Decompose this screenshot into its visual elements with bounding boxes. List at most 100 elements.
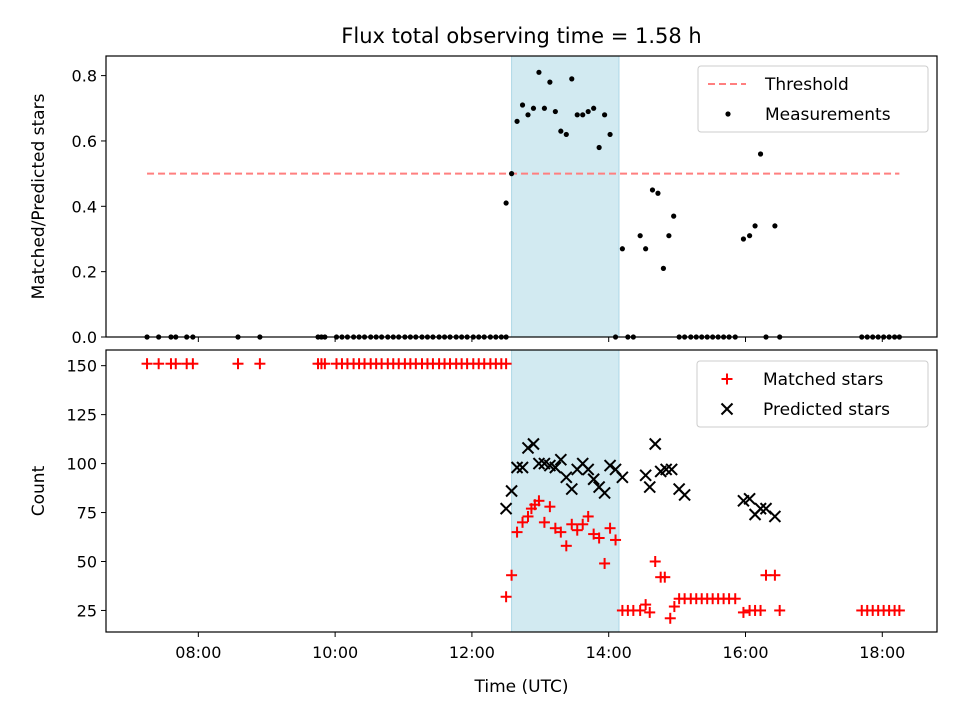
- matched-legend-label: Matched stars: [763, 370, 883, 390]
- predicted-legend-marker: [720, 402, 734, 416]
- predicted-star-point: [639, 469, 652, 482]
- x-tick-label: 16:00: [722, 643, 768, 662]
- predicted-star-point: [532, 457, 546, 470]
- measurement-point: [585, 108, 591, 115]
- measurements-legend-label: Measurements: [765, 105, 891, 125]
- x-tick-label: 08:00: [175, 643, 221, 662]
- matched-star-point: [522, 510, 534, 522]
- measurement-point: [574, 112, 580, 118]
- matched-star-point: [555, 526, 567, 538]
- predicted-star-point: [743, 492, 756, 506]
- x-tick-label: 12:00: [449, 643, 495, 662]
- matched-star-point: [566, 518, 578, 530]
- predicted-star-point: [510, 461, 524, 474]
- count-x-ticks: 08:00 10:00 12:00 14:00 16:00 18:00: [175, 632, 905, 662]
- y-tick-label: 0.2: [72, 263, 97, 282]
- count-legend: Matched stars Predicted stars: [696, 360, 929, 428]
- x-tick-label: 18:00: [859, 643, 905, 662]
- y-tick-label: 0.0: [72, 328, 97, 347]
- ratio-legend-box: [697, 65, 929, 133]
- matched-star-point: [604, 522, 616, 534]
- predicted-star-point: [603, 459, 617, 472]
- measurement-point: [541, 105, 548, 111]
- matched-star-point: [668, 601, 680, 613]
- measurement-point: [607, 131, 613, 138]
- ratio-legend: Threshold Measurements: [697, 65, 929, 133]
- matched-star-point: [232, 358, 244, 370]
- ratio-y-axis-label: Matched/Predicted stars: [29, 93, 49, 299]
- predicted-star-point: [678, 488, 691, 502]
- count-legend-box: [696, 360, 929, 428]
- predicted-star-point: [565, 482, 578, 496]
- matched-star-point: [571, 524, 583, 536]
- measurement-point: [525, 112, 531, 118]
- matched-star-point: [582, 510, 594, 522]
- measurement-point: [602, 112, 608, 118]
- observing-window: [511, 55, 620, 338]
- chart-title: Flux total observing time = 1.58 h: [341, 24, 701, 48]
- matched-star-point: [755, 604, 767, 616]
- matched-star-point: [577, 518, 589, 530]
- predicted-legend-label: Predicted stars: [763, 400, 890, 420]
- matched-star-point: [634, 604, 646, 616]
- predicted-star-point: [499, 502, 513, 515]
- matched-star-point: [893, 604, 905, 616]
- predicted-star-point: [560, 471, 573, 484]
- measurement-point: [563, 131, 569, 138]
- matched-star-point: [533, 495, 545, 507]
- matched-star-point: [319, 358, 331, 370]
- x-tick-label: 14:00: [586, 643, 632, 662]
- measurement-point: [536, 69, 542, 75]
- observing-window-span: [511, 55, 620, 338]
- measurement-point: [666, 233, 672, 239]
- ratio-axes-frame: [105, 55, 938, 338]
- matched-star-point: [500, 358, 512, 370]
- matched-star-point: [659, 571, 671, 583]
- measurement-point: [530, 105, 537, 111]
- measurement-point: [547, 79, 553, 85]
- count-axes-frame: [105, 349, 938, 633]
- predicted-star-point: [581, 463, 595, 476]
- measurement-point: [552, 108, 558, 115]
- count-series: [141, 358, 905, 624]
- matched-star-point: [506, 569, 518, 581]
- predicted-star-point: [587, 473, 600, 486]
- measurement-point: [596, 144, 602, 151]
- ratio-panel: 0.00.20.40.60.8 Matched/Predicted stars …: [29, 55, 938, 347]
- measurement-point: [655, 190, 661, 196]
- predicted-star-point: [521, 441, 535, 455]
- matched-star-point: [153, 358, 165, 370]
- observing-window-span: [511, 349, 620, 633]
- y-tick-label: 150: [66, 357, 97, 376]
- ratio-y-ticks: 0.0 0.2 0.4 0.6 0.8: [72, 67, 106, 347]
- measurement-point: [671, 213, 677, 219]
- measurement-point: [752, 223, 758, 229]
- matched-star-point: [538, 516, 550, 528]
- matched-star-point: [774, 604, 786, 616]
- measurement-point: [580, 112, 586, 118]
- matched-star-point: [544, 501, 556, 513]
- measurement-point: [637, 233, 643, 239]
- measurement-point: [591, 105, 597, 111]
- predicted-star-point: [616, 471, 629, 484]
- measurement-point: [619, 246, 625, 252]
- predicted-star-point: [754, 502, 767, 515]
- y-tick-label: 125: [66, 406, 97, 425]
- y-tick-label: 100: [66, 455, 97, 474]
- y-tick-label: 75: [77, 504, 97, 523]
- matched-star-point: [640, 599, 652, 611]
- predicted-star-point: [643, 480, 656, 494]
- predicted-star-point: [649, 437, 662, 451]
- matched-star-point: [599, 557, 611, 569]
- measurement-point: [740, 236, 747, 242]
- matched-star-point: [170, 358, 182, 370]
- ratio-x-ticks: [197, 337, 883, 342]
- predicted-legend-swatch: [720, 402, 734, 416]
- matched-star-point: [187, 358, 199, 370]
- matched-star-point: [644, 606, 656, 618]
- predicted-star-point: [665, 463, 678, 476]
- matched-legend-marker: [721, 373, 733, 385]
- predicted-star-point: [554, 453, 568, 466]
- y-tick-label: 0.4: [72, 197, 97, 216]
- measurement-point: [514, 118, 520, 124]
